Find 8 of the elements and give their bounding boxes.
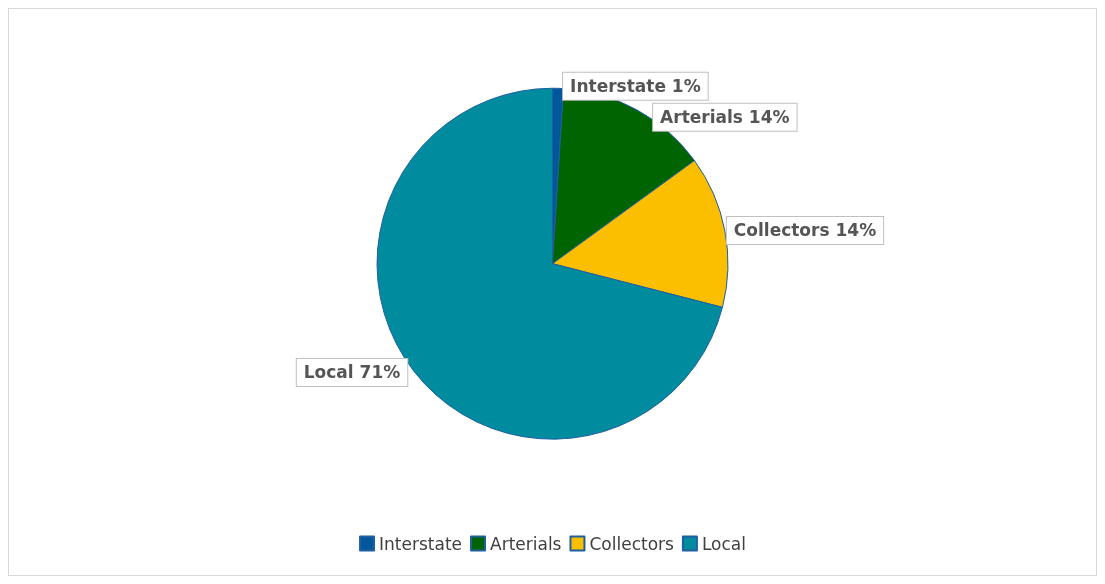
- legend-label: Interstate: [379, 533, 463, 554]
- legend-label: Local: [701, 533, 746, 554]
- category-label: Interstate 1%: [570, 76, 701, 97]
- category-label: Arterials 14%: [660, 107, 790, 128]
- category-label: Collectors 14%: [733, 220, 877, 241]
- legend-label: Collectors: [589, 533, 675, 554]
- legend-label: Arterials: [490, 533, 562, 554]
- category-label: Local 71%: [303, 362, 401, 383]
